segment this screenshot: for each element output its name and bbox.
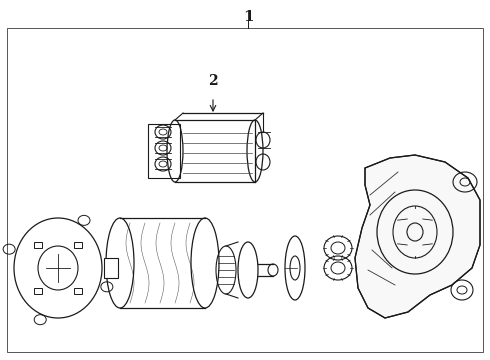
Bar (104, 258, 118, 278)
Bar (34, 242, 42, 248)
Polygon shape (355, 155, 480, 318)
Text: 1: 1 (243, 10, 253, 24)
Bar (34, 288, 42, 294)
Text: 2: 2 (208, 74, 218, 88)
Bar (74, 288, 82, 294)
Bar (74, 242, 82, 248)
